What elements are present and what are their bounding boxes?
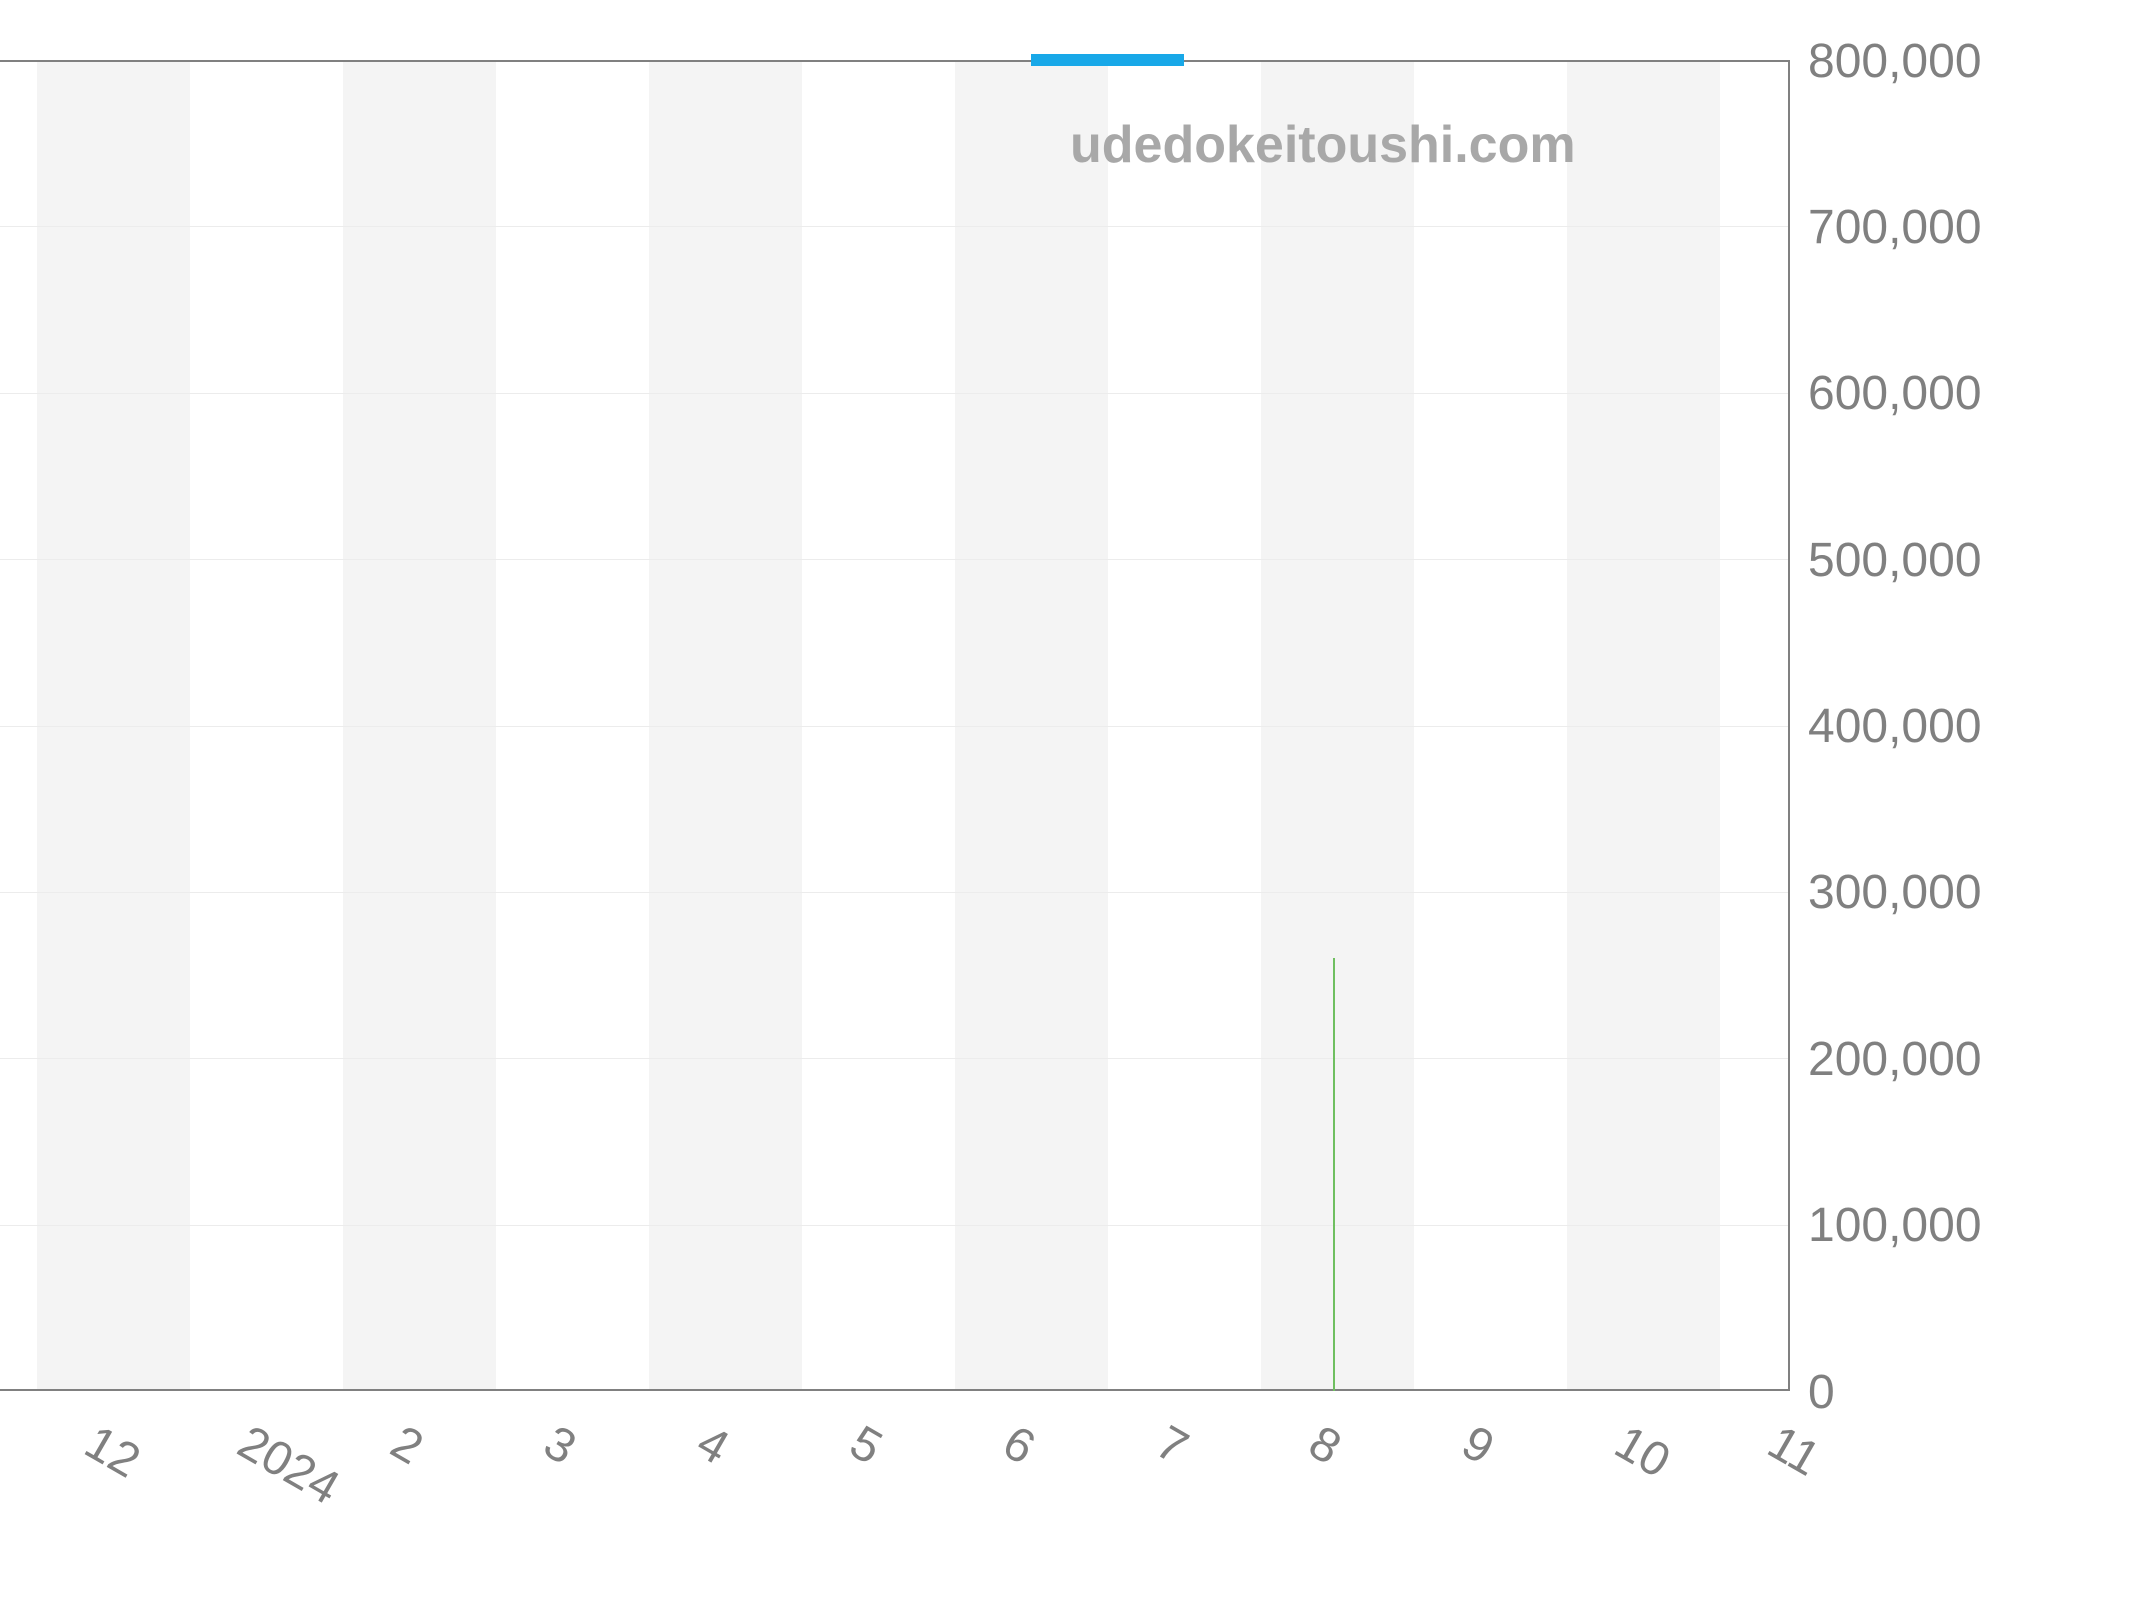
y-axis-label: 0 — [1808, 1365, 1835, 1420]
x-axis-label: 2024 — [229, 1415, 349, 1516]
x-axis-label: 11 — [1759, 1415, 1830, 1488]
y-axis-label: 400,000 — [1808, 699, 1982, 754]
y-axis-label: 300,000 — [1808, 865, 1982, 920]
y-axis-label: 600,000 — [1808, 366, 1982, 421]
y-axis-label: 200,000 — [1808, 1032, 1982, 1087]
x-axis-label: 12 — [76, 1415, 150, 1489]
price-line-segment — [1031, 54, 1184, 66]
y-axis-label: 100,000 — [1808, 1198, 1982, 1253]
gridline — [0, 726, 1790, 727]
x-axis-label: 2 — [382, 1415, 433, 1476]
x-axis-label: 10 — [1606, 1415, 1680, 1489]
y-axis-label: 500,000 — [1808, 533, 1982, 588]
plot-border-top — [0, 60, 1790, 62]
x-axis-label: 3 — [535, 1415, 586, 1476]
y-axis-label: 700,000 — [1808, 200, 1982, 255]
gridline — [0, 1225, 1790, 1226]
x-axis-label: 9 — [1453, 1415, 1504, 1476]
plot-area — [0, 60, 1790, 1391]
x-axis-label: 6 — [994, 1415, 1045, 1476]
x-axis-label: 4 — [688, 1415, 739, 1476]
gridline — [0, 559, 1790, 560]
x-axis-label: 8 — [1300, 1415, 1351, 1476]
price-chart: udedokeitoushi.com 0 100,000 200,000 300,00… — [0, 0, 2144, 1600]
watermark-text: udedokeitoushi.com — [1070, 115, 1576, 175]
gridline — [0, 892, 1790, 893]
y-axis-label: 800,000 — [1808, 34, 1982, 89]
x-axis-label: 7 — [1147, 1415, 1198, 1476]
plot-border-bottom — [0, 1389, 1790, 1391]
gridline — [0, 393, 1790, 394]
x-axis-label: 5 — [841, 1415, 892, 1476]
gridline — [0, 1058, 1790, 1059]
range-bar — [1333, 958, 1335, 1391]
plot-border-right — [1788, 60, 1790, 1391]
gridline — [0, 226, 1790, 227]
